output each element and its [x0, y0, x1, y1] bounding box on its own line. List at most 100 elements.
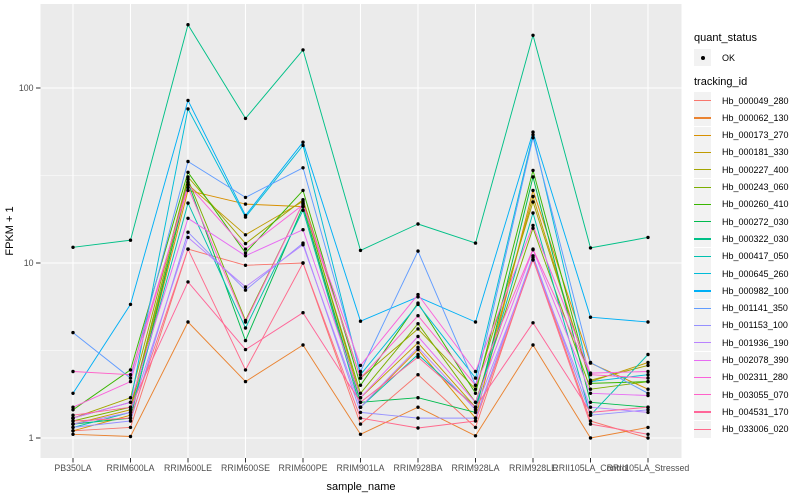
data-point — [416, 249, 420, 253]
data-point — [301, 48, 305, 52]
legend-entry-Hb_000417_050: Hb_000417_050 — [694, 247, 789, 265]
data-point — [128, 416, 133, 420]
data-point — [71, 429, 75, 433]
data-point — [358, 376, 363, 380]
legend-title-quant-status: quant_status — [694, 32, 757, 44]
data-point — [531, 168, 535, 173]
data-point — [646, 363, 650, 368]
data-point — [646, 379, 650, 384]
data-point — [416, 396, 420, 400]
data-point — [588, 405, 593, 409]
legend-entry-label: Hb_004531_170 — [722, 406, 789, 417]
legend-key-box — [694, 265, 711, 282]
legend-entry-Hb_000173_270: Hb_000173_270 — [694, 126, 789, 144]
data-point — [71, 408, 75, 412]
data-point — [71, 419, 75, 423]
legend-entry-Hb_003055_070: Hb_003055_070 — [694, 386, 789, 404]
data-point — [588, 400, 593, 404]
data-point — [128, 425, 133, 430]
legend-entry-label: OK — [722, 52, 736, 63]
data-point — [358, 400, 363, 404]
x-tick-label: RRII105LA_Control — [552, 463, 628, 473]
x-tick-label: RRIM901LA — [337, 463, 385, 473]
legend-entry-Hb_002078_390: Hb_002078_390 — [694, 351, 789, 369]
data-point — [186, 320, 190, 324]
data-point — [416, 352, 420, 357]
legend-entry-label: Hb_000062_130 — [722, 112, 789, 123]
legend-key-box — [694, 420, 711, 438]
data-point — [646, 405, 650, 409]
data-point — [301, 166, 305, 170]
data-point — [243, 263, 248, 267]
legend-entry-label: Hb_000181_330 — [722, 147, 789, 158]
data-point — [301, 228, 305, 232]
data-point — [588, 373, 593, 377]
data-point — [473, 434, 478, 438]
data-point — [71, 330, 75, 335]
legend-entry-label: Hb_000260_410 — [722, 199, 789, 210]
x-axis-title: sample_name — [326, 481, 395, 493]
data-point — [588, 413, 593, 417]
data-point — [531, 130, 535, 134]
legend-entry-Hb_004531_170: Hb_004531_170 — [694, 403, 789, 421]
legend-key-box — [694, 49, 711, 66]
line-swatch-icon — [694, 203, 711, 206]
data-point — [646, 425, 650, 430]
data-point — [416, 405, 420, 409]
line-swatch-icon — [694, 359, 711, 361]
line-swatch-icon — [694, 428, 711, 430]
x-tick-label: PB350LA — [54, 463, 91, 473]
data-point — [473, 419, 478, 423]
data-point — [646, 360, 650, 365]
data-point — [301, 343, 305, 347]
data-point — [531, 136, 535, 140]
data-point — [416, 416, 420, 420]
data-point — [473, 376, 478, 380]
data-point — [128, 368, 133, 372]
legend-entry-label: Hb_000982_100 — [722, 285, 789, 296]
data-point — [531, 226, 535, 230]
line-swatch-icon — [694, 134, 711, 136]
legend-entry-label: Hb_000322_030 — [722, 233, 789, 244]
data-point — [243, 347, 248, 352]
data-point — [646, 235, 650, 240]
data-point — [301, 198, 305, 202]
data-point — [646, 432, 650, 436]
data-point — [531, 194, 535, 199]
data-point — [646, 369, 650, 374]
data-point — [531, 247, 535, 251]
legend-entry-Hb_001153_100: Hb_001153_100 — [694, 316, 788, 334]
data-point — [646, 352, 650, 357]
data-point — [531, 343, 535, 347]
data-point — [243, 254, 248, 258]
data-point — [186, 23, 190, 27]
data-point — [358, 432, 363, 436]
data-point — [473, 410, 478, 415]
legend-key-box — [694, 299, 711, 317]
line-swatch-icon — [694, 100, 711, 102]
x-tick-label: RRIM928LA — [452, 463, 500, 473]
data-point — [301, 201, 305, 205]
data-point — [416, 355, 420, 359]
data-point — [128, 238, 133, 242]
data-point — [531, 33, 535, 37]
data-point — [243, 320, 248, 324]
data-point — [646, 387, 650, 391]
data-point — [243, 251, 248, 255]
data-point — [186, 183, 190, 187]
data-point — [71, 416, 75, 420]
data-point — [186, 280, 190, 284]
data-point — [128, 410, 133, 415]
data-point — [531, 133, 535, 137]
data-point — [531, 254, 535, 258]
data-point — [186, 185, 190, 190]
data-point — [473, 408, 478, 412]
legend-key-box — [694, 316, 711, 334]
data-point — [531, 211, 535, 215]
legend-entry-Hb_000272_030: Hb_000272_030 — [694, 213, 789, 231]
data-point — [301, 261, 305, 265]
legend-entry-label: Hb_000049_280 — [722, 95, 789, 106]
legend-entry-label: Hb_033006_020 — [722, 424, 789, 435]
data-point — [186, 188, 190, 193]
